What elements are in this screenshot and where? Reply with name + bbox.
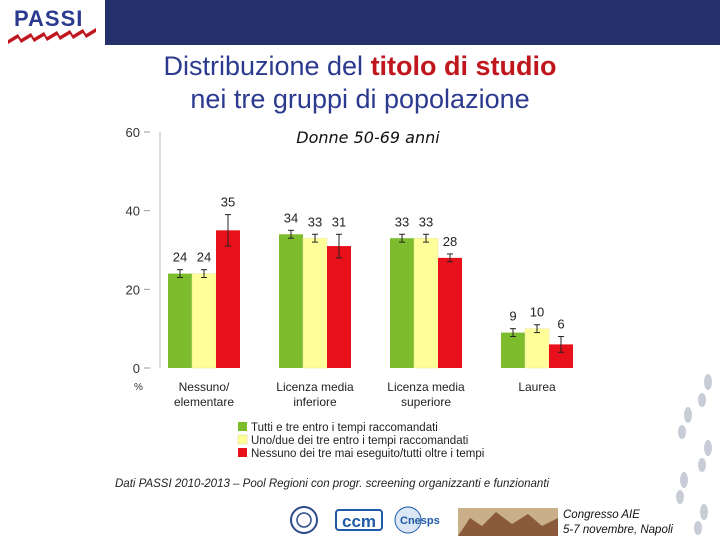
title-prefix: Distribuzione del bbox=[163, 51, 371, 81]
data-label: 24 bbox=[173, 250, 187, 265]
legend-swatch bbox=[238, 422, 247, 431]
x-category-label: elementare bbox=[174, 395, 234, 409]
y-tick-label: 60 bbox=[126, 125, 140, 140]
cnesps-logo-text: Cnesps bbox=[400, 515, 440, 527]
data-label: 33 bbox=[395, 214, 409, 229]
congress-info: Congresso AIE 5-7 novembre, Napoli bbox=[563, 508, 673, 538]
data-label: 9 bbox=[509, 309, 516, 324]
logo-footprints bbox=[8, 28, 96, 44]
legend-swatch bbox=[238, 448, 247, 457]
congress-line1: Congresso AIE bbox=[563, 509, 640, 521]
legend-label: Tutti e tre entro i tempi raccomandati bbox=[251, 422, 438, 434]
legend-swatch bbox=[237, 434, 248, 445]
footer-logos: ccm Cnesps bbox=[290, 506, 558, 536]
bar bbox=[327, 246, 351, 368]
x-category-label: Licenza media bbox=[387, 380, 465, 394]
legend-label: Nessuno dei tre mai eseguito/tutti oltre… bbox=[251, 448, 484, 460]
bar bbox=[438, 257, 462, 368]
bar bbox=[191, 273, 217, 369]
page-title-line2: nei tre gruppi di popolazione bbox=[190, 84, 530, 114]
congress-line2: 5-7 novembre, Napoli bbox=[563, 524, 673, 536]
footprints-decoration bbox=[676, 374, 712, 535]
y-tick-label: 20 bbox=[126, 282, 140, 297]
chart-title: Donne 50-69 anni bbox=[296, 128, 440, 147]
x-category-label: Licenza media bbox=[276, 380, 354, 394]
ccm-logo-box bbox=[335, 509, 383, 531]
x-category-label: inferiore bbox=[293, 395, 337, 409]
seal-logo bbox=[290, 506, 318, 534]
header-bar bbox=[105, 0, 720, 45]
data-label: 33 bbox=[419, 214, 433, 229]
title-highlight: titolo di studio bbox=[370, 51, 557, 81]
x-category-label: superiore bbox=[401, 395, 451, 409]
city-picture bbox=[458, 508, 558, 536]
bar bbox=[216, 230, 240, 368]
ccm-logo-text: ccm bbox=[342, 512, 376, 531]
y-axis-label: % bbox=[134, 382, 143, 393]
bar bbox=[279, 234, 303, 368]
data-label: 31 bbox=[332, 214, 346, 229]
bar bbox=[390, 238, 414, 368]
passi-logo-text: PASSI bbox=[14, 6, 83, 31]
bar bbox=[549, 344, 573, 368]
bar bbox=[413, 237, 439, 369]
x-category-label: Laurea bbox=[518, 380, 556, 394]
data-label: 35 bbox=[221, 195, 235, 210]
bar bbox=[168, 273, 192, 368]
data-label: 33 bbox=[308, 214, 322, 229]
legend-label: Uno/due dei tre entro i tempi raccomanda… bbox=[251, 435, 468, 447]
data-label: 6 bbox=[557, 317, 564, 332]
cnesps-logo-ring bbox=[394, 506, 422, 534]
bar bbox=[501, 332, 525, 368]
data-label: 28 bbox=[443, 234, 457, 249]
data-source-note: Dati PASSI 2010-2013 – Pool Regioni con … bbox=[115, 478, 550, 490]
y-tick-label: 0 bbox=[133, 361, 140, 376]
data-label: 24 bbox=[197, 250, 211, 265]
y-tick-label: 40 bbox=[126, 204, 140, 219]
page-title-line1: Distribuzione del titolo di studio bbox=[0, 50, 720, 82]
bar bbox=[302, 237, 328, 369]
data-label: 10 bbox=[530, 305, 544, 320]
x-category-label: Nessuno/ bbox=[179, 380, 230, 394]
data-label: 34 bbox=[284, 210, 298, 225]
bar-chart: Donne 50-69 anni 0 20 40 60% 24 34 33 9 24 33 33 10 3… bbox=[126, 125, 573, 460]
bar bbox=[524, 328, 550, 369]
passi-logo: PASSI bbox=[8, 6, 96, 44]
